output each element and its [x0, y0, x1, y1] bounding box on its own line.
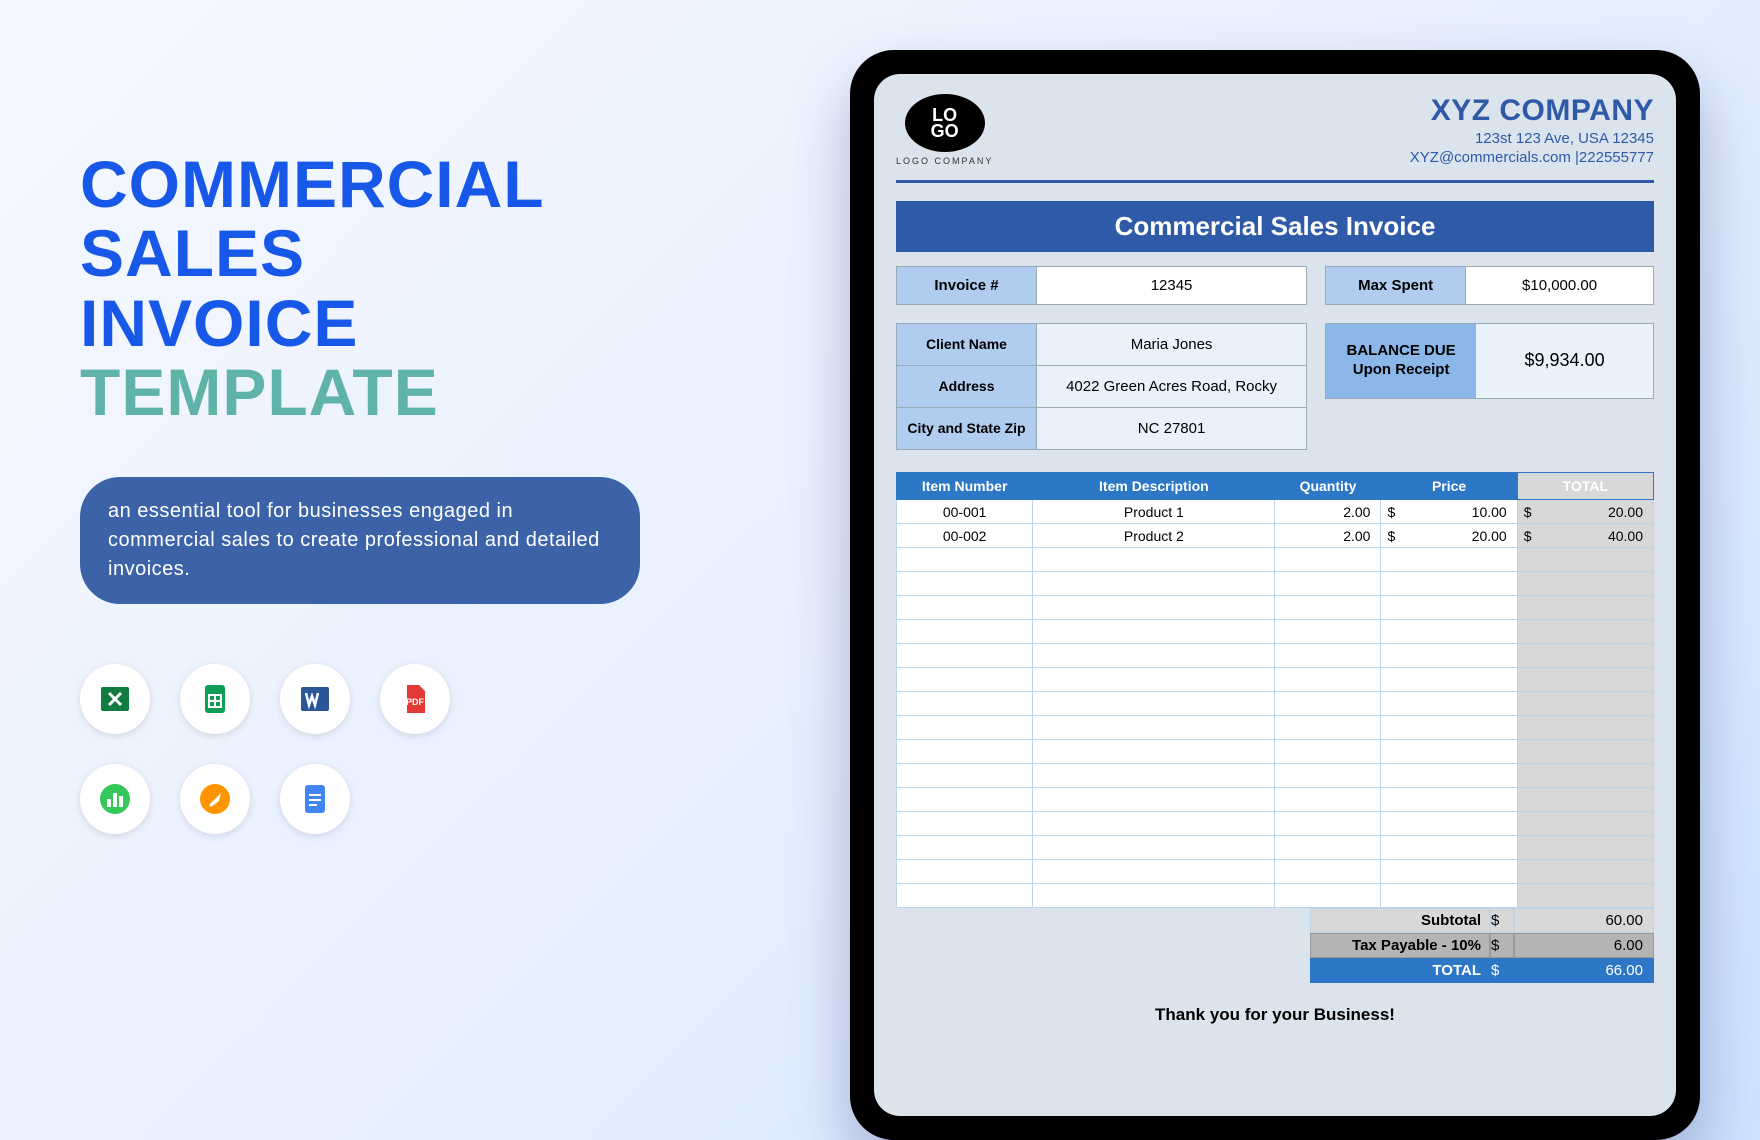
- company-address: 123st 123 Ave, USA 12345: [1410, 130, 1654, 147]
- gdocs-icon: [280, 764, 350, 834]
- currency-symbol: $: [1490, 958, 1514, 983]
- excel-icon: [80, 664, 150, 734]
- col-item-number: Item Number: [897, 473, 1033, 500]
- balance-label-2: Upon Receipt: [1334, 361, 1468, 380]
- subtotal-value: 60.00: [1514, 908, 1654, 933]
- balance-value: $9,934.00: [1476, 324, 1653, 398]
- max-spent-field: Max Spent $10,000.00: [1325, 266, 1654, 305]
- max-spent-value: $10,000.00: [1466, 267, 1653, 304]
- company-name: XYZ COMPANY: [1410, 94, 1654, 128]
- col-item-description: Item Description: [1033, 473, 1275, 500]
- table-row-empty: [897, 572, 1654, 596]
- items-table: Item NumberItem DescriptionQuantityPrice…: [896, 472, 1654, 908]
- client-city: NC 27801: [1037, 408, 1306, 449]
- tax-label: Tax Payable - 10%: [1310, 933, 1490, 958]
- balance-due-box: BALANCE DUE Upon Receipt $9,934.00: [1325, 323, 1654, 399]
- doc-header: LO GO LOGO COMPANY XYZ COMPANY 123st 123…: [896, 94, 1654, 166]
- logo-text-2: GO: [931, 123, 959, 139]
- table-row-empty: [897, 836, 1654, 860]
- balance-label: BALANCE DUE Upon Receipt: [1326, 324, 1476, 398]
- pdf-icon: PDF: [380, 664, 450, 734]
- tax-value: 6.00: [1514, 933, 1654, 958]
- client-name: Maria Jones: [1037, 324, 1306, 365]
- table-row-empty: [897, 860, 1654, 884]
- company-block: XYZ COMPANY 123st 123 Ave, USA 12345 XYZ…: [1410, 94, 1654, 166]
- title-line-4: TEMPLATE: [80, 358, 640, 427]
- table-row-empty: [897, 764, 1654, 788]
- client-city-label: City and State Zip: [897, 408, 1037, 449]
- word-icon: [280, 664, 350, 734]
- balance-label-1: BALANCE DUE: [1334, 342, 1468, 361]
- col-total: TOTAL: [1517, 473, 1653, 500]
- max-spent-label: Max Spent: [1326, 267, 1466, 304]
- table-row-empty: [897, 596, 1654, 620]
- table-row-empty: [897, 740, 1654, 764]
- left-panel: COMMERCIAL SALES INVOICE TEMPLATE an ess…: [80, 150, 640, 834]
- thank-you: Thank you for your Business!: [896, 1005, 1654, 1025]
- table-row: 00-002Product 22.00$20.00$40.00: [897, 524, 1654, 548]
- title-line-3: INVOICE: [80, 289, 640, 358]
- grand-value: 66.00: [1514, 958, 1654, 983]
- client-addr-label: Address: [897, 366, 1037, 407]
- invoice-label: Invoice #: [897, 267, 1037, 304]
- table-row-empty: [897, 644, 1654, 668]
- table-row-empty: [897, 884, 1654, 908]
- blurb: an essential tool for businesses engaged…: [80, 477, 640, 604]
- app-icons: PDF: [80, 664, 640, 834]
- logo-subtitle: LOGO COMPANY: [896, 156, 993, 166]
- col-quantity: Quantity: [1275, 473, 1381, 500]
- grand-label: TOTAL: [1310, 958, 1490, 983]
- invoice-number-field: Invoice # 12345: [896, 266, 1307, 305]
- meta-row: Invoice # 12345 Client Name Maria Jones …: [896, 266, 1654, 450]
- header-rule: [896, 180, 1654, 183]
- grand-total-row: TOTAL $ 66.00: [896, 958, 1654, 983]
- company-contact: XYZ@commercials.com |222555777: [1410, 149, 1654, 166]
- table-row-empty: [897, 668, 1654, 692]
- table-row-empty: [897, 692, 1654, 716]
- pages-icon: [180, 764, 250, 834]
- invoice-document: LO GO LOGO COMPANY XYZ COMPANY 123st 123…: [874, 74, 1676, 1116]
- table-row-empty: [897, 788, 1654, 812]
- client-table: Client Name Maria Jones Address 4022 Gre…: [896, 323, 1307, 450]
- table-row-empty: [897, 620, 1654, 644]
- table-row-empty: [897, 716, 1654, 740]
- invoice-banner: Commercial Sales Invoice: [896, 201, 1654, 252]
- table-row-empty: [897, 812, 1654, 836]
- col-price: Price: [1381, 473, 1517, 500]
- invoice-value: 12345: [1037, 267, 1306, 304]
- title-line-2: SALES: [80, 219, 640, 288]
- table-row: 00-001Product 12.00$10.00$20.00: [897, 500, 1654, 524]
- subtotal-row: Subtotal $ 60.00: [896, 908, 1654, 933]
- table-row-empty: [897, 548, 1654, 572]
- numbers-icon: [80, 764, 150, 834]
- tax-row: Tax Payable - 10% $ 6.00: [896, 933, 1654, 958]
- title-line-1: COMMERCIAL: [80, 150, 640, 219]
- currency-symbol: $: [1490, 933, 1514, 958]
- logo-icon: LO GO: [905, 94, 985, 152]
- subtotal-label: Subtotal: [1310, 908, 1490, 933]
- client-name-label: Client Name: [897, 324, 1037, 365]
- logo-block: LO GO LOGO COMPANY: [896, 94, 993, 166]
- currency-symbol: $: [1490, 908, 1514, 933]
- gsheets-icon: [180, 664, 250, 734]
- client-addr: 4022 Green Acres Road, Rocky: [1037, 366, 1306, 407]
- tablet-frame: LO GO LOGO COMPANY XYZ COMPANY 123st 123…: [850, 50, 1700, 1140]
- totals-block: Subtotal $ 60.00 Tax Payable - 10% $ 6.0…: [896, 908, 1654, 983]
- svg-text:PDF: PDF: [406, 697, 425, 707]
